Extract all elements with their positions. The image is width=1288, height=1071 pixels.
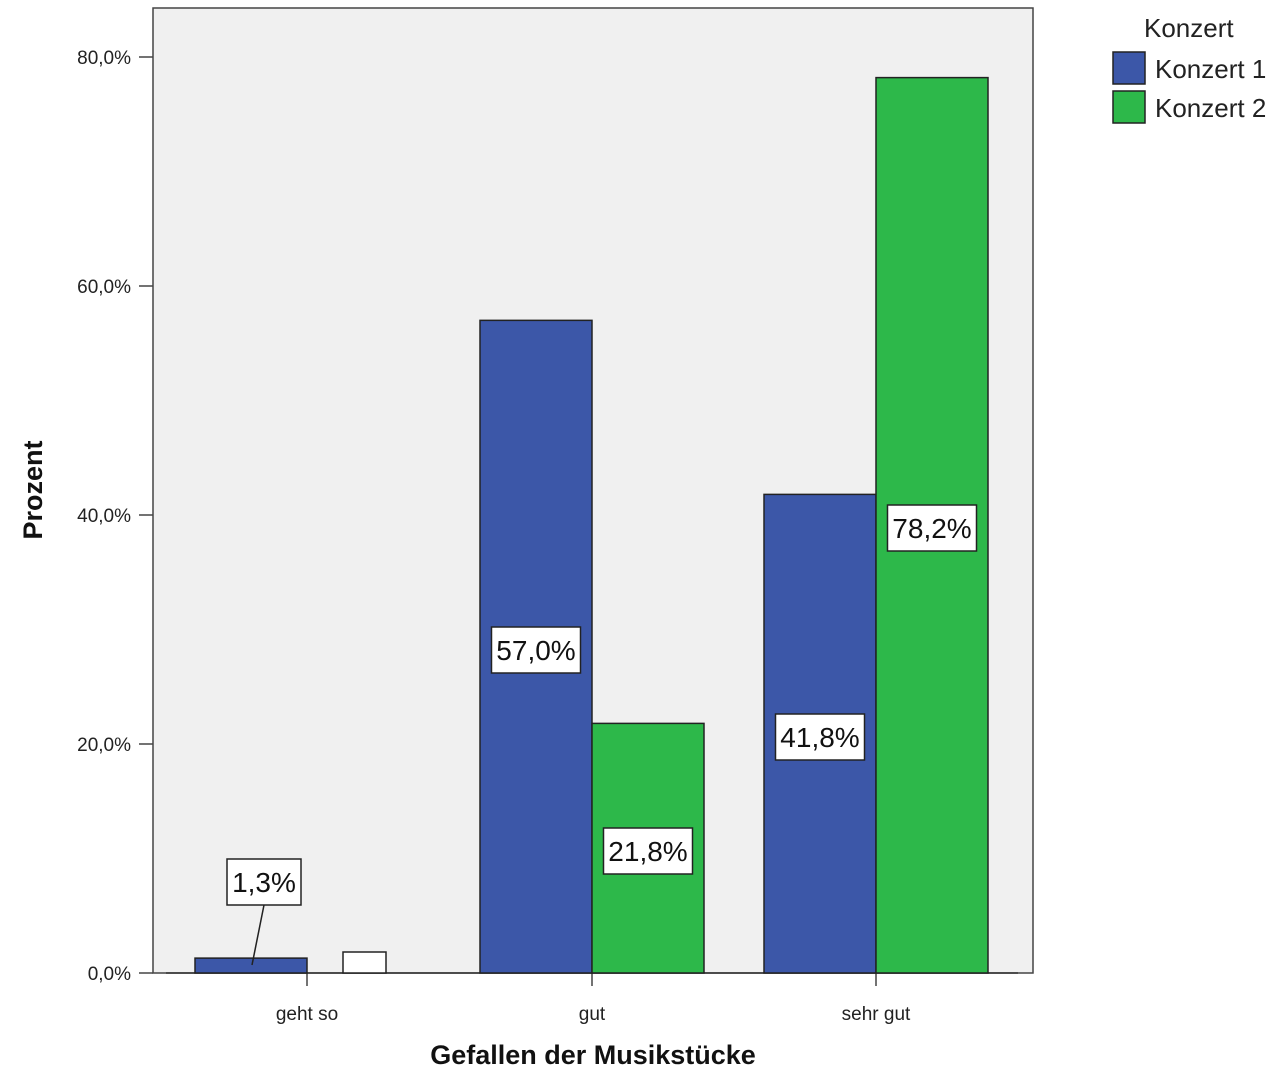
legend-item: Konzert 2: [1112, 90, 1266, 124]
x-axis-title: Gefallen der Musikstücke: [430, 1040, 756, 1070]
bar-empty-marker: [342, 951, 387, 974]
svg-text:21,8%: 21,8%: [608, 836, 687, 867]
svg-text:57,0%: 57,0%: [496, 635, 575, 666]
bars: [194, 76, 989, 974]
svg-text:41,8%: 41,8%: [780, 722, 859, 753]
legend-swatch: [1112, 90, 1146, 124]
legend-swatch: [1112, 51, 1146, 85]
data-label: 21,8%: [602, 827, 694, 875]
y-axis: 0,0% 20,0% 40,0% 60,0% 80,0%: [77, 48, 153, 985]
x-axis: geht so gut sehr gut: [166, 972, 1018, 1025]
x-tick-label: geht so: [276, 1004, 338, 1025]
data-label: 57,0%: [490, 626, 582, 674]
y-tick-label: 20,0%: [77, 735, 131, 756]
legend-title: Konzert: [1144, 13, 1234, 43]
data-label: 1,3%: [226, 858, 302, 966]
data-label: 78,2%: [886, 504, 978, 552]
y-tick-label: 80,0%: [77, 48, 131, 69]
legend-label: Konzert 1: [1155, 54, 1266, 84]
x-tick-label: sehr gut: [842, 1004, 911, 1025]
svg-text:1,3%: 1,3%: [232, 867, 296, 898]
legend: Konzert Konzert 1 Konzert 2: [1112, 13, 1266, 124]
y-tick-label: 40,0%: [77, 506, 131, 527]
y-axis-title: Prozent: [18, 440, 48, 539]
x-tick-label: gut: [579, 1004, 606, 1025]
bar-konzert-1: [194, 957, 308, 974]
legend-label: Konzert 2: [1155, 93, 1266, 123]
legend-item: Konzert 1: [1112, 51, 1266, 85]
data-label: 41,8%: [774, 713, 866, 761]
data-labels: 1,3% 57,0% 41,8% 21,8% 78,2%: [226, 504, 978, 966]
svg-text:78,2%: 78,2%: [892, 513, 971, 544]
y-tick-label: 0,0%: [88, 964, 131, 985]
y-tick-label: 60,0%: [77, 277, 131, 298]
